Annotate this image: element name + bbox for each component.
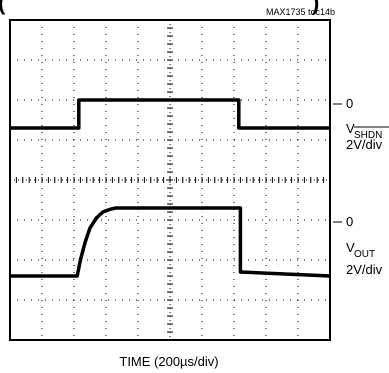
graticule — [9, 19, 331, 341]
plot-frame — [9, 19, 331, 341]
ref-bot-scale: 2V/div — [346, 262, 383, 277]
trace-v-out — [10, 206, 331, 278]
ref-top-scale: 2V/div — [346, 137, 383, 152]
header-fragment-left: ( — [0, 0, 6, 15]
ref-top-v: V — [346, 121, 355, 136]
ref-top: 0 V SHDN 2V/div — [333, 96, 389, 152]
ref-bottom: 0 V OUT 2V/div — [333, 214, 383, 277]
ref-top-zero: 0 — [346, 96, 353, 111]
ref-bot-sub: OUT — [354, 249, 375, 260]
x-axis-label: TIME (200µs/div) — [119, 354, 218, 369]
ref-bot-v: V — [346, 240, 355, 255]
ref-top-sub: SHDN — [354, 130, 382, 141]
traces — [10, 98, 331, 278]
ref-bot-zero: 0 — [346, 214, 353, 229]
header-fragment-right: ) — [312, 0, 319, 15]
trace-v-shdn — [10, 98, 330, 130]
figure-id: MAX1735 toc14b — [266, 7, 335, 17]
